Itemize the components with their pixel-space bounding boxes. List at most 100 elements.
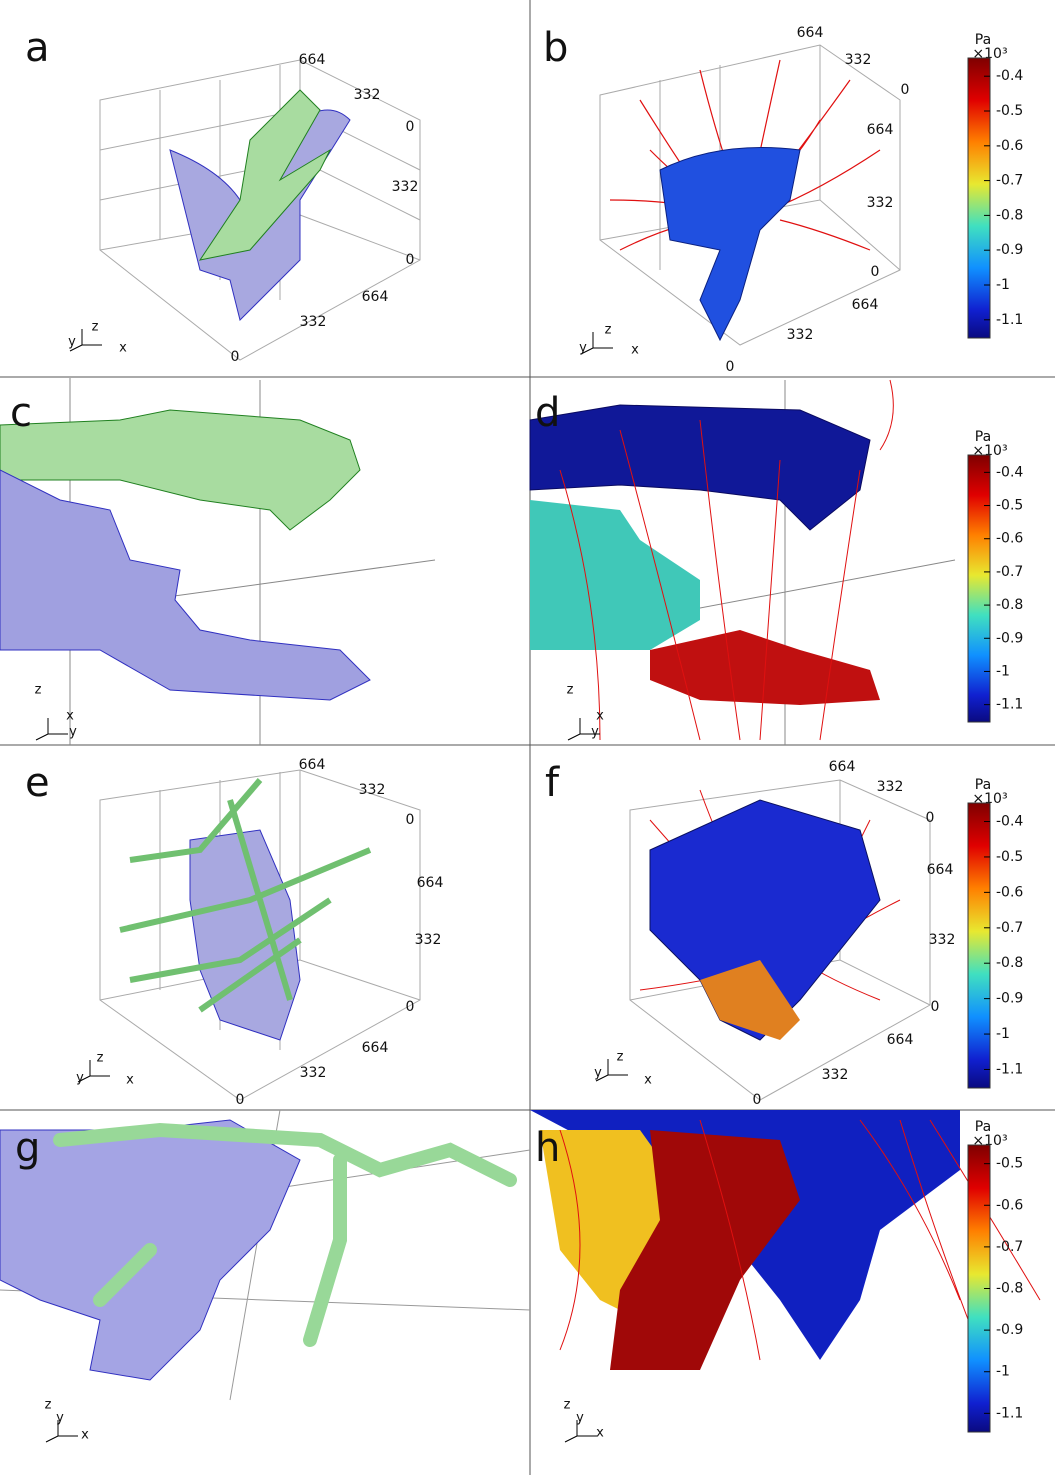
triad-label: z: [564, 1398, 571, 1413]
triad-label: x: [119, 341, 127, 356]
colorbar-tick-label: -0.4: [996, 814, 1023, 830]
axis-tick-label: 664: [362, 1040, 389, 1056]
colorbar-tick-label: -0.4: [996, 68, 1023, 84]
colorbar-tick-label: -0.6: [996, 884, 1023, 900]
panel-label: c: [10, 390, 32, 436]
colorbar: [968, 803, 990, 1088]
panel-label: b: [543, 25, 568, 71]
triad-label: y: [68, 335, 76, 350]
axis-tick-label: 664: [829, 759, 856, 775]
axis-tick-label: 332: [845, 52, 872, 68]
axis-tick-label: 332: [877, 779, 904, 795]
axis-tick-label: 664: [852, 297, 879, 313]
triad-label: z: [97, 1051, 104, 1066]
colorbar-tick-label: -0.5: [996, 498, 1023, 514]
triad-label: y: [594, 1066, 602, 1081]
triad-label: y: [579, 341, 587, 356]
colorbar-tick-label: -0.8: [996, 597, 1023, 613]
colorbar-tick-label: -0.7: [996, 1239, 1023, 1255]
axis-tick-label: 332: [300, 1065, 327, 1081]
triad-label: x: [644, 1073, 652, 1088]
colorbar-tick-label: -0.7: [996, 920, 1023, 936]
colorbar: [968, 455, 990, 722]
axis-tick-label: 332: [787, 327, 814, 343]
triad-label: x: [81, 1428, 89, 1443]
axis-tick-label: 332: [415, 932, 442, 948]
triad-label: y: [76, 1071, 84, 1086]
colorbar-tick-label: -1: [996, 663, 1010, 679]
axis-tick-label: 332: [929, 932, 956, 948]
triad-label: y: [576, 1411, 584, 1426]
axis-tick-label: 0: [901, 82, 910, 98]
triad-label: x: [66, 709, 74, 724]
axis-tick-label: 0: [753, 1092, 762, 1108]
panel-label: h: [535, 1125, 560, 1171]
axis-tick-label: 664: [299, 52, 326, 68]
colorbar-tick-label: -0.6: [996, 531, 1023, 547]
colorbar-tick-label: -0.5: [996, 849, 1023, 865]
axis-tick-label: 0: [926, 810, 935, 826]
colorbar-tick-label: -0.6: [996, 1197, 1023, 1213]
panel-label: a: [25, 25, 50, 71]
triad-label: z: [45, 1398, 52, 1413]
axis-tick-label: 0: [726, 359, 735, 375]
colorbar-tick-label: -0.9: [996, 630, 1023, 646]
axis-tick-label: 0: [871, 264, 880, 280]
render-f: [630, 780, 930, 1100]
axis-tick-label: 664: [887, 1032, 914, 1048]
colorbar-tick-label: -0.6: [996, 138, 1023, 154]
figure: a664332033206643320yzxb66433206643320664…: [0, 0, 1055, 1475]
axis-tick-label: 664: [362, 289, 389, 305]
render-g: [0, 1110, 530, 1400]
triad-label: z: [35, 683, 42, 698]
axis-tick-label: 664: [867, 122, 894, 138]
triad-label: x: [126, 1073, 134, 1088]
axis-tick-label: 332: [354, 87, 381, 103]
render-c: [0, 378, 435, 745]
axis-tick-label: 332: [359, 782, 386, 798]
triad-label: x: [631, 343, 639, 358]
colorbar-tick-label: -0.8: [996, 1281, 1023, 1297]
axis-tick-label: 332: [867, 195, 894, 211]
colorbar-tick-label: -0.8: [996, 955, 1023, 971]
render-d: [530, 380, 955, 745]
triad-label: z: [567, 683, 574, 698]
colorbar-tick-label: -0.9: [996, 1322, 1023, 1338]
axis-tick-label: 0: [231, 349, 240, 365]
axis-triad: [36, 718, 68, 740]
axis-tick-label: 0: [406, 252, 415, 268]
axis-tick-label: 664: [299, 757, 326, 773]
colorbar-tick-label: -1: [996, 1026, 1010, 1042]
axis-tick-label: 664: [927, 862, 954, 878]
colorbar-tick-label: -0.5: [996, 1156, 1023, 1172]
colorbar-tick-label: -0.8: [996, 207, 1023, 223]
axis-tick-label: 332: [300, 314, 327, 330]
triad-label: y: [56, 1411, 64, 1426]
colorbar-tick-label: -0.9: [996, 242, 1023, 258]
colorbar-tick-label: -1: [996, 1364, 1010, 1380]
triad-label: y: [69, 725, 77, 740]
triad-label: z: [617, 1050, 624, 1065]
triad-label: x: [596, 1426, 604, 1441]
colorbar-tick-label: -0.5: [996, 103, 1023, 119]
axis-tick-label: 0: [406, 119, 415, 135]
colorbar-tick-label: -0.9: [996, 991, 1023, 1007]
axis-tick-label: 0: [236, 1092, 245, 1108]
colorbar-tick-label: -1.1: [996, 697, 1023, 713]
triad-label: z: [605, 323, 612, 338]
axis-tick-label: 664: [417, 875, 444, 891]
colorbar-tick-label: -0.4: [996, 464, 1023, 480]
axis-tick-label: 0: [931, 999, 940, 1015]
colorbar-tick-label: -1.1: [996, 312, 1023, 328]
render-a: [100, 60, 420, 360]
axis-tick-label: 332: [822, 1067, 849, 1083]
axis-tick-label: 664: [797, 25, 824, 41]
triad-label: z: [92, 320, 99, 335]
triad-label: y: [591, 725, 599, 740]
axis-tick-label: 0: [406, 999, 415, 1015]
panel-label: f: [545, 760, 560, 806]
triad-label: x: [596, 709, 604, 724]
colorbar-tick-label: -1: [996, 277, 1010, 293]
colorbar-tick-label: -0.7: [996, 173, 1023, 189]
colorbar-tick-label: -1.1: [996, 1061, 1023, 1077]
